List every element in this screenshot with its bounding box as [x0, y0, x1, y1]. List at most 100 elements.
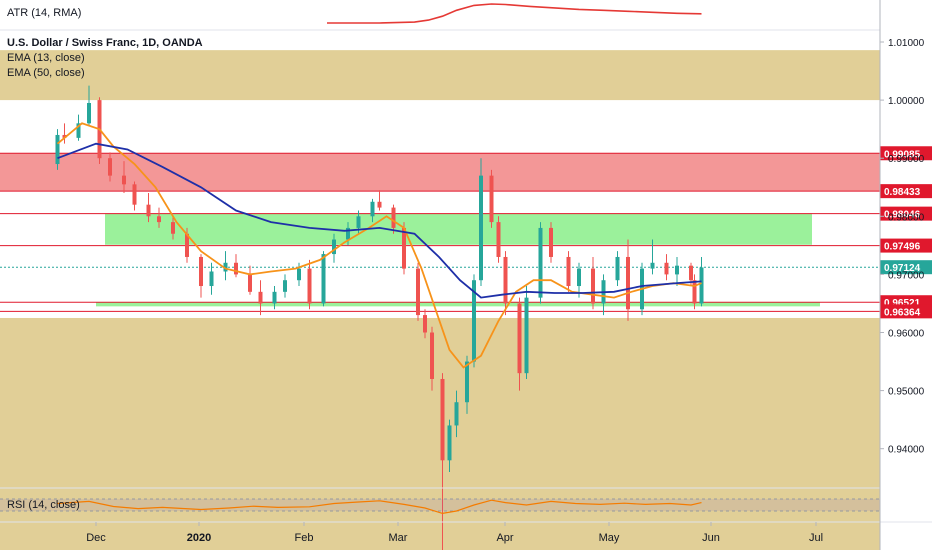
candle-47	[577, 262, 581, 298]
candle-37	[472, 274, 476, 368]
candle-7	[132, 181, 137, 211]
candle-30	[416, 262, 420, 321]
candle-body-17	[258, 291, 263, 304]
red-resistance-zone	[0, 152, 880, 192]
candle-31	[423, 309, 427, 339]
ema-line-50	[57, 142, 702, 299]
legend-ema-13[interactable]: EMA (13, close)	[7, 52, 85, 64]
candle-42	[517, 297, 522, 391]
candle-body-29	[402, 227, 406, 269]
lower-green-zone	[96, 302, 820, 307]
candle-body-39	[489, 175, 494, 223]
y-tick-label-7: 0.94000	[888, 445, 925, 456]
candle-body-51	[626, 256, 630, 310]
candle-body-50	[615, 256, 620, 281]
candle-body-25	[356, 216, 361, 228]
level-0.98433-label-text: 0.98433	[884, 187, 921, 198]
candle-15	[234, 254, 238, 278]
candle-body-23	[332, 239, 336, 255]
candle-46	[566, 251, 571, 292]
x-tick-label-0: Dec	[86, 532, 106, 544]
candle-5	[108, 152, 112, 182]
x-tick-label-2: Feb	[295, 532, 314, 544]
y-tick-label-6: 0.95000	[888, 387, 925, 398]
candle-33	[440, 373, 445, 555]
y-tick-label-4: 0.97000	[888, 270, 925, 281]
zones-layer	[0, 50, 880, 555]
candle-body-56	[689, 265, 693, 281]
level-0.98046-label-bg	[880, 206, 932, 221]
candle-38	[479, 158, 483, 287]
candle-body-19	[283, 280, 287, 292]
candle-body-26	[370, 201, 375, 217]
candle-40	[496, 216, 501, 263]
candle-body-42	[517, 303, 522, 374]
candle-8	[146, 193, 151, 223]
x-tick-label-3: Mar	[389, 532, 408, 544]
candle-body-46	[566, 256, 571, 287]
candle-body-10	[171, 222, 175, 234]
level-0.97496-label-bg	[880, 238, 932, 253]
chart-title[interactable]: U.S. Dollar / Swiss Franc, 1D, OANDA	[7, 37, 203, 49]
atr-panel	[327, 3, 702, 24]
candle-51	[626, 239, 630, 321]
atr-line	[327, 3, 702, 24]
level-0.96364-label: 0.96364	[880, 304, 932, 319]
level-0.98433-label: 0.98433	[880, 184, 932, 199]
candle-body-38	[479, 175, 483, 281]
candle-body-45	[549, 227, 553, 257]
candle-1	[62, 123, 67, 144]
atr-title[interactable]: ATR (14, RMA)	[7, 7, 82, 19]
candle-54	[664, 254, 669, 281]
candle-body-53	[650, 262, 655, 269]
candle-57	[692, 274, 697, 310]
candle-body-1	[62, 134, 67, 138]
candle-41	[503, 251, 508, 316]
candle-body-2	[76, 123, 81, 138]
candle-10	[171, 216, 175, 240]
rsi-title[interactable]: RSI (14, close)	[7, 499, 80, 511]
candle-body-33	[440, 378, 445, 461]
candle-49	[601, 274, 606, 316]
candle-50	[615, 251, 620, 287]
candle-body-5	[108, 158, 112, 176]
candle-body-18	[272, 291, 277, 304]
candle-body-41	[503, 256, 508, 304]
candle-0	[55, 129, 60, 170]
x-tick-label-4: Apr	[496, 532, 513, 544]
candle-body-14	[223, 262, 228, 272]
candle-9	[157, 207, 161, 228]
rsi-band	[0, 499, 880, 511]
candle-39	[489, 169, 494, 228]
level-0.97124-label-bg	[880, 260, 932, 275]
legend-ema-50[interactable]: EMA (50, close)	[7, 67, 85, 79]
level-0.97124-label: 0.97124	[880, 260, 932, 275]
candle-21	[307, 259, 312, 310]
candle-43	[524, 286, 529, 379]
level-0.96364-label-bg	[880, 304, 932, 319]
candle-34	[447, 419, 452, 472]
y-tick-label-5: 0.96000	[888, 329, 925, 340]
candle-17	[258, 280, 263, 316]
candle-body-13	[209, 271, 214, 287]
candle-body-58	[699, 267, 704, 304]
candle-body-15	[234, 262, 238, 275]
x-tick-label-1: 2020	[187, 532, 211, 544]
candle-2	[76, 114, 81, 141]
level-0.99085-label-text: 0.99085	[884, 149, 921, 160]
candle-body-0	[55, 134, 60, 165]
ema-line-13	[56, 122, 702, 369]
candle-23	[332, 233, 336, 263]
candle-body-55	[675, 265, 679, 275]
candle-body-11	[185, 233, 189, 257]
candle-body-24	[346, 227, 350, 240]
candle-body-32	[430, 332, 434, 379]
candle-55	[675, 256, 679, 287]
candle-3	[87, 85, 91, 127]
rsi-line	[57, 499, 702, 515]
x-tick-label-5: May	[599, 532, 620, 544]
level-0.97496-label: 0.97496	[880, 238, 932, 253]
